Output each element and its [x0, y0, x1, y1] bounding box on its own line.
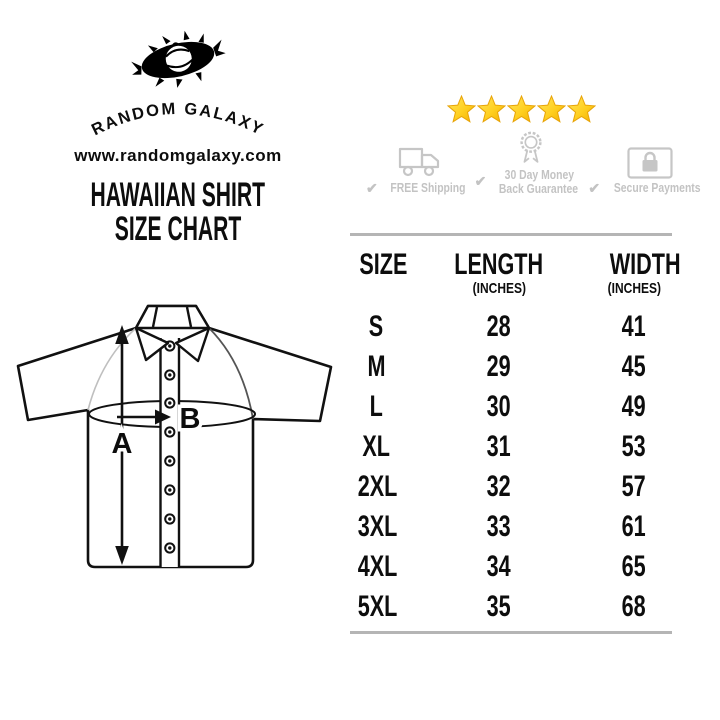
table-row: 4XL 34 65	[350, 547, 672, 587]
placket	[160, 338, 179, 567]
checkmark-icon: ✔	[366, 179, 378, 196]
page-title: HAWAIIAN SHIRT SIZE CHART	[28, 178, 328, 246]
length-value: 33	[486, 510, 512, 543]
width-value: 61	[621, 510, 647, 543]
size-chart-table: SIZE LENGTH (INCHES) WIDTH (INCHES) S 28…	[350, 233, 681, 634]
five-star-rating	[447, 95, 596, 123]
page-title-line1: HAWAIIAN SHIRT	[90, 176, 266, 214]
width-value: 65	[621, 550, 647, 583]
star-icon	[447, 95, 476, 123]
length-value: 29	[486, 350, 512, 383]
column-header-width: WIDTH (INCHES)	[596, 250, 680, 297]
shirt-measurement-diagram: A B	[5, 290, 340, 630]
size-value: XL	[362, 430, 390, 463]
size-value: L	[369, 390, 383, 423]
truck-icon	[399, 147, 440, 176]
size-value: S	[368, 310, 384, 343]
table-row: 2XL 32 57	[350, 467, 672, 507]
column-header-unit: (INCHES)	[607, 280, 661, 297]
column-header-label: WIDTH	[609, 248, 681, 281]
trust-badges: ✔ FREE Shipping ✔ 30 Day Money Back Guar…	[366, 130, 701, 196]
table-row: 3XL 33 61	[350, 507, 672, 547]
column-header-length: LENGTH (INCHES)	[402, 250, 596, 297]
column-header-label: SIZE	[359, 248, 408, 281]
width-value: 49	[621, 390, 647, 423]
size-value: 2XL	[357, 470, 398, 503]
brand-name: RANDOM GALAXY	[89, 100, 265, 139]
width-arrow	[117, 409, 171, 425]
column-header-size: SIZE	[350, 250, 407, 297]
table-body: S 28 41 M 29 45 L 30 49 XL 31 53 2XL 32 …	[350, 307, 672, 627]
table-row: S 28 41	[350, 307, 672, 347]
length-value: 35	[486, 590, 512, 623]
table-row: XL 31 53	[350, 427, 672, 467]
table-bottom-rule	[350, 631, 672, 634]
badge-free-shipping: ✔ FREE Shipping	[366, 130, 475, 196]
size-value: 3XL	[357, 510, 398, 543]
column-header-label: LENGTH	[454, 248, 544, 281]
length-value: 34	[486, 550, 512, 583]
length-value: 28	[486, 310, 512, 343]
width-value: 45	[621, 350, 647, 383]
brand-website: www.randomgalaxy.com	[74, 146, 282, 165]
shirt-seam-right	[208, 327, 254, 420]
star-icon	[507, 95, 536, 123]
star-icon	[567, 95, 596, 123]
width-label: B	[180, 403, 201, 435]
page-title-line2: SIZE CHART	[114, 210, 242, 248]
size-value: 5XL	[357, 590, 398, 623]
scribble-eye-planet-icon	[131, 30, 226, 88]
svg-text:RANDOM GALAXY: RANDOM GALAXY	[89, 100, 267, 139]
badge-label-text: Secure Payments	[613, 180, 701, 196]
size-value: 4XL	[357, 550, 398, 583]
width-value: 68	[621, 590, 647, 623]
star-icon	[537, 95, 566, 123]
length-label: A	[112, 428, 133, 460]
badge-secure-payments: ✔ Secure Payments	[588, 130, 711, 196]
length-value: 31	[486, 430, 512, 463]
table-row: 5XL 35 68	[350, 587, 672, 627]
star-icon	[477, 95, 506, 123]
width-value: 41	[621, 310, 647, 343]
brand-header: RANDOM GALAXY www.randomgalaxy.com HAWAI…	[28, 26, 328, 246]
brand-arc-text: RANDOM GALAXY	[89, 100, 267, 139]
length-value: 32	[486, 470, 512, 503]
length-arrow	[115, 325, 129, 565]
table-row: M 29 45	[350, 347, 672, 387]
shirt-seam-left	[87, 327, 137, 411]
table-top-rule	[350, 233, 672, 236]
badge-label-text: FREE Shipping	[390, 180, 466, 196]
checkmark-icon: ✔	[588, 179, 601, 196]
width-value: 57	[621, 470, 647, 503]
checkmark-icon: ✔	[474, 173, 487, 190]
size-value: M	[367, 350, 385, 383]
column-header-unit: (INCHES)	[472, 280, 526, 297]
width-value: 53	[621, 430, 647, 463]
table-header: SIZE LENGTH (INCHES) WIDTH (INCHES)	[350, 250, 680, 297]
table-row: L 30 49	[350, 387, 672, 427]
lock-icon	[627, 147, 673, 179]
award-ribbon-icon	[520, 131, 543, 163]
shirt-collar	[134, 304, 211, 363]
length-value: 30	[486, 390, 512, 423]
badge-money-back: ✔ 30 Day Money Back Guarantee	[475, 130, 589, 196]
badge-label-text-line1: 30 Day Money	[504, 166, 574, 182]
badge-label-text-line2: Back Guarantee	[499, 180, 579, 196]
